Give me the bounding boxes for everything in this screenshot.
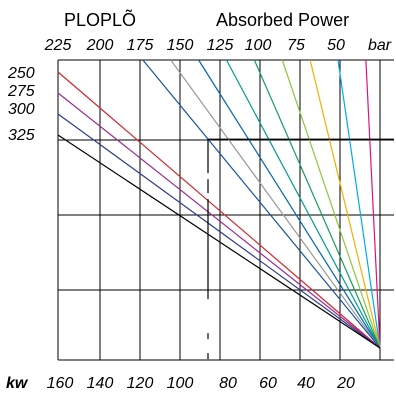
series-line-175 xyxy=(198,59,381,349)
series-line-275 xyxy=(57,92,381,349)
chart-title: Absorbed Power xyxy=(216,10,349,30)
series-line-225 xyxy=(142,59,381,349)
bottom-tick-label: 40 xyxy=(297,375,315,392)
top-tick-label: 200 xyxy=(86,37,114,54)
bottom-tick-label: 60 xyxy=(259,375,277,392)
top-tick-label: 175 xyxy=(127,37,154,54)
top-tick-label: 150 xyxy=(167,37,194,54)
top-tick-label: 225 xyxy=(44,37,72,54)
left-tick-label: 275 xyxy=(7,83,35,100)
bottom-tick-label: 20 xyxy=(336,375,355,392)
series-line-300 xyxy=(57,113,381,349)
top-unit-label: bar xyxy=(368,37,392,54)
left-tick-label: 300 xyxy=(8,101,35,118)
bottom-tick-label: 100 xyxy=(167,375,194,392)
top-tick-label: 125 xyxy=(207,37,234,54)
bottom-tick-label: 160 xyxy=(47,375,74,392)
series-line-150 xyxy=(225,59,381,349)
left-tick-label: 250 xyxy=(7,65,35,82)
series-line-250 xyxy=(57,71,381,349)
series-line-100 xyxy=(281,59,381,349)
chart-series-lines xyxy=(57,59,381,349)
top-tick-label: 75 xyxy=(287,37,305,54)
bottom-tick-label: 80 xyxy=(219,375,237,392)
series-line-50 xyxy=(337,59,381,349)
series-line-25 xyxy=(365,59,381,349)
bottom-unit-label: kw xyxy=(6,375,29,392)
bottom-tick-label: 120 xyxy=(127,375,154,392)
chart-title-left: PLOPLÕ xyxy=(64,9,136,30)
top-tick-label: 50 xyxy=(327,37,345,54)
chart-grid xyxy=(57,59,394,361)
bottom-tick-label: 140 xyxy=(87,375,114,392)
top-pressure-ticks: 225 200 175 150 125 100 75 50 xyxy=(44,37,345,54)
series-line-200 xyxy=(170,59,381,349)
series-line-75 xyxy=(309,59,381,349)
bottom-power-ticks: 160 140 120 100 80 60 40 20 xyxy=(47,375,355,392)
series-line-125 xyxy=(253,59,381,349)
series-line-325 xyxy=(57,134,381,349)
left-tick-label: 325 xyxy=(8,127,35,144)
top-tick-label: 100 xyxy=(245,37,272,54)
example-readout xyxy=(207,138,394,360)
